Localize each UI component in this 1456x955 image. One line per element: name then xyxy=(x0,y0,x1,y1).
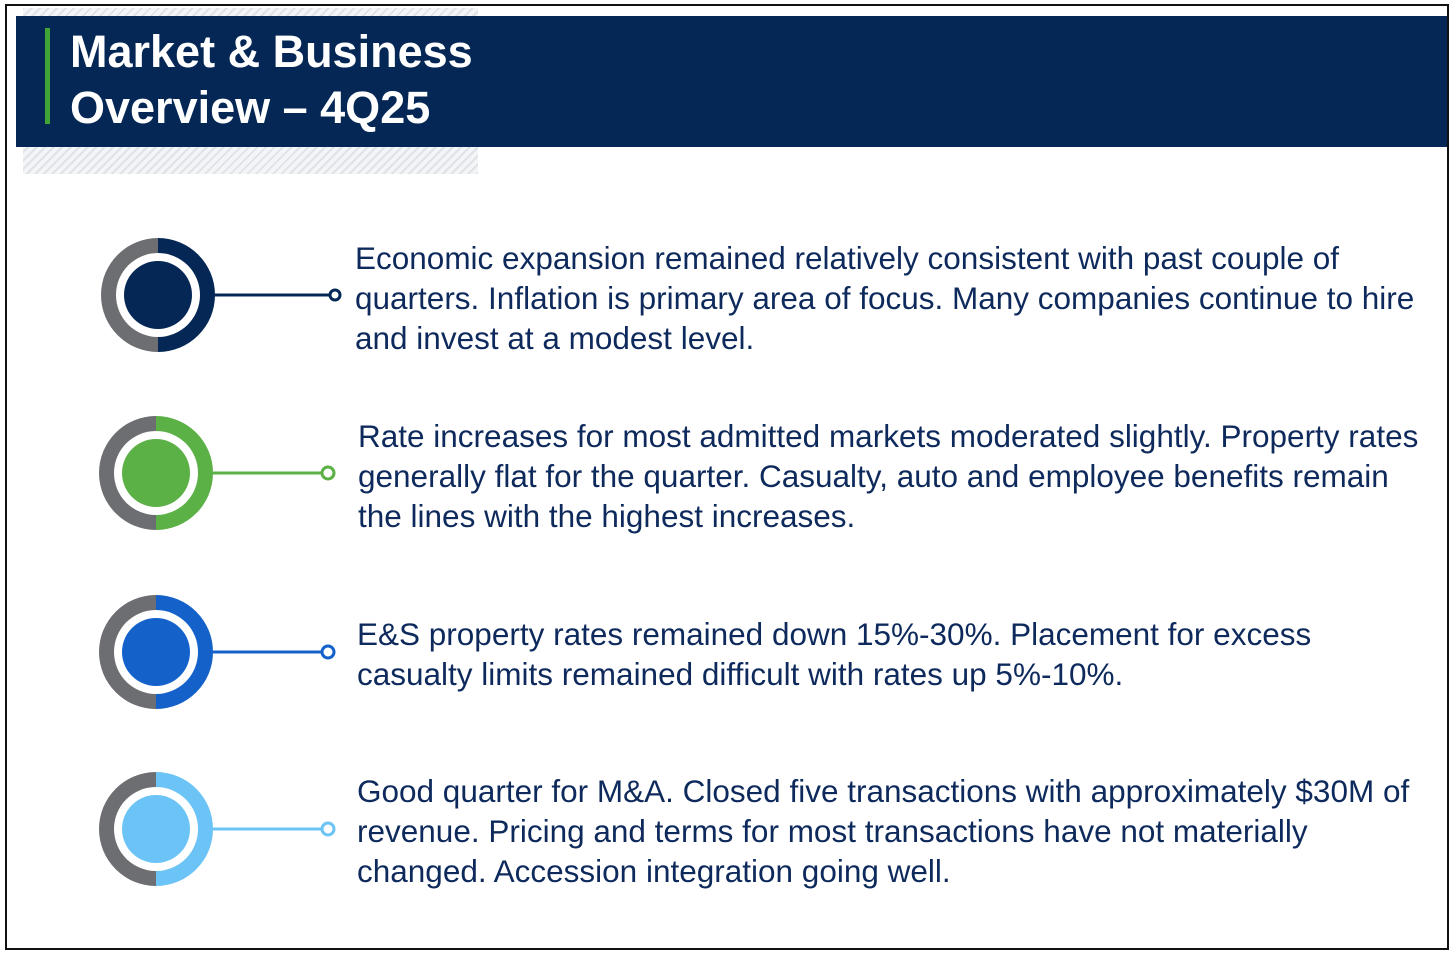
title-accent-line xyxy=(45,28,50,124)
blue-target-icon xyxy=(99,595,336,709)
overview-item-text: Good quarter for M&A. Closed five transa… xyxy=(357,773,1410,889)
light-blue-target-icon xyxy=(99,772,336,886)
overview-item-text: E&S property rates remained down 15%-30%… xyxy=(357,616,1312,692)
navy-target-icon xyxy=(101,238,342,352)
header-bar xyxy=(16,16,1447,147)
overview-item-text: Economic expansion remained relatively c… xyxy=(355,240,1415,356)
page-title: Market & Business Overview – 4Q25 xyxy=(70,26,473,133)
slide: Market & Business Overview – 4Q25 Econom… xyxy=(5,4,1449,950)
green-target-icon xyxy=(99,416,336,530)
overview-item-text: Rate increases for most admitted markets… xyxy=(358,418,1419,534)
